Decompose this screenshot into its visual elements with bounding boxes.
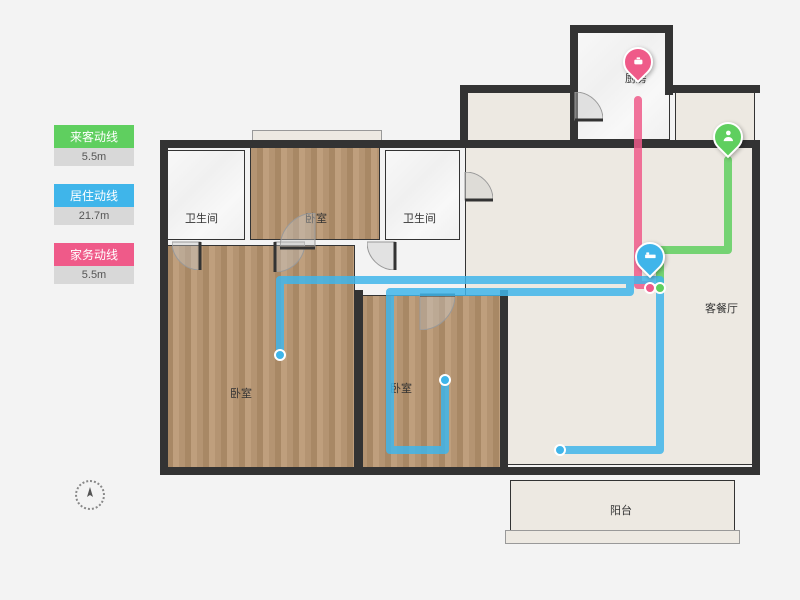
legend-guest-value: 5.5m (54, 148, 134, 166)
floorplan: 厨房卫生间卧室卫生间客餐厅卧室卧室阳台 (160, 30, 760, 570)
marker-living (635, 242, 665, 280)
legend-panel: 来客动线 5.5m 居住动线 21.7m 家务动线 5.5m (54, 125, 134, 302)
legend-living: 居住动线 21.7m (54, 184, 134, 225)
legend-living-label: 居住动线 (54, 184, 134, 207)
compass-icon (75, 480, 105, 510)
path-endpoint (439, 374, 451, 386)
room-label-bed2: 卧室 (230, 385, 252, 401)
legend-house-label: 家务动线 (54, 243, 134, 266)
marker-guest (713, 122, 743, 160)
legend-house-value: 5.5m (54, 266, 134, 284)
path-endpoint (274, 349, 286, 361)
legend-house: 家务动线 5.5m (54, 243, 134, 284)
path-endpoint (644, 282, 656, 294)
path-endpoint (554, 444, 566, 456)
legend-guest-label: 来客动线 (54, 125, 134, 148)
room-label-balcony: 阳台 (610, 502, 632, 518)
legend-guest: 来客动线 5.5m (54, 125, 134, 166)
marker-house (623, 47, 653, 85)
legend-living-value: 21.7m (54, 207, 134, 225)
room-label-living: 客餐厅 (705, 300, 738, 316)
room-label-bed3: 卧室 (390, 380, 412, 396)
